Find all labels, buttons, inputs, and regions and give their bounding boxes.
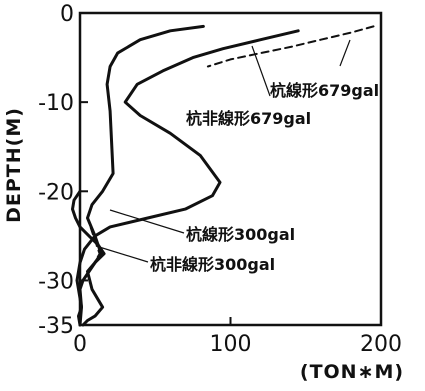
annotation-layer: 杭線形679gal 杭非線形679gal 杭線形300gal 杭非線形300ga… [95,39,379,274]
y-tick-label: -35 [38,314,74,339]
y-tick-label: -20 [38,180,74,205]
x-axis-ticks: 0 100 200 [73,317,402,357]
y-tick-label: -30 [38,269,74,294]
series-line-4 [71,189,106,327]
annotation-leader [109,209,185,234]
annotation-leader [339,39,351,67]
x-axis-title: (TON∗M) [300,361,404,383]
series-line-1 [206,25,375,68]
annotation-linear-300gal: 杭線形300gal [186,225,295,244]
annotation-nonlinear-679gal: 杭非線形679gal [186,109,311,128]
y-tick-label: 0 [60,2,74,27]
annotation-linear-679gal: 杭線形679gal [270,81,379,100]
series-line-3 [79,25,205,326]
x-tick-label: 200 [360,332,402,357]
x-tick-label: 0 [73,332,87,357]
series-line-2 [78,24,205,327]
y-axis-title: DEPTH(M) [3,107,25,223]
annotation-nonlinear-300gal: 杭非線形300gal [150,255,275,274]
y-axis-ticks: 0 -10 -20 -30 -35 [38,2,88,339]
annotation-leader [95,245,149,263]
annotation-leader [251,45,271,97]
series-layer [71,24,375,327]
x-tick-label: 100 [210,332,252,357]
y-tick-label: -10 [38,91,74,116]
